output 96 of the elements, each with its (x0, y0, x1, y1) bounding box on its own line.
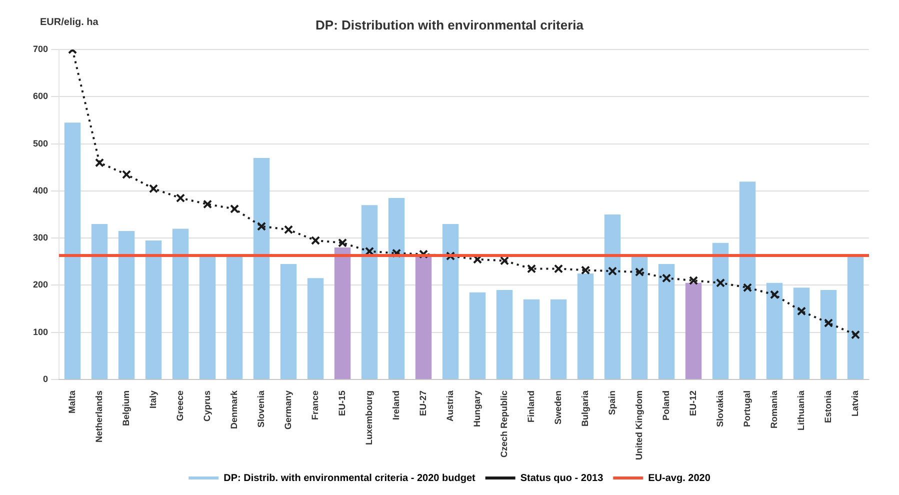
x-tick-label: Austria (444, 390, 455, 422)
point (446, 251, 456, 261)
point (122, 170, 132, 180)
x-tick-label: Italy (148, 390, 158, 409)
bar (793, 288, 810, 380)
bar (253, 158, 270, 380)
point (148, 184, 158, 194)
x-tick-label: EU-12 (688, 390, 698, 416)
point (770, 290, 780, 300)
x-tick-label: EU-27 (418, 390, 428, 416)
bar (577, 273, 594, 380)
x-tick-label: Spain (606, 390, 617, 416)
x-tick-label: Cyprus (202, 390, 212, 422)
x-tick-label: Ireland (390, 390, 401, 420)
point (716, 278, 726, 288)
bar (442, 224, 459, 380)
bar (280, 264, 297, 380)
point (688, 276, 698, 286)
x-tick-label: Malta (67, 390, 77, 414)
legend-label: Status quo - 2013 (520, 472, 604, 484)
point (554, 264, 564, 274)
legend-label: EU-avg. 2020 (648, 472, 711, 484)
x-tick-label: Luxembourg (364, 390, 374, 446)
x-tick-label: Slovakia (714, 390, 725, 428)
bar (766, 282, 783, 380)
x-tick-label: Sweden (552, 390, 563, 425)
point (608, 266, 618, 276)
x-tick-label: Hungary (472, 390, 482, 428)
x-tick-label: Slovenia (256, 390, 266, 428)
bar (847, 256, 864, 380)
chart-title: DP: Distribution with environmental criteria (316, 17, 584, 32)
x-tick-label: Belgium (121, 390, 131, 426)
bar (604, 214, 621, 380)
bar (361, 205, 378, 380)
x-tick-label: Czech Republic (498, 390, 509, 458)
bar (145, 240, 162, 380)
point (418, 250, 428, 259)
point (230, 204, 240, 214)
y-tick-label: 500 (32, 138, 48, 148)
bar (550, 299, 567, 380)
bar (685, 282, 702, 380)
bar (118, 231, 135, 380)
bar (820, 290, 837, 380)
x-tick-label: Portugal (742, 390, 752, 428)
point (310, 236, 320, 246)
bar (91, 224, 108, 380)
x-tick-label: Poland (660, 390, 671, 421)
point (500, 256, 510, 266)
x-tick-label: France (310, 390, 320, 420)
y-tick-label: 100 (32, 326, 48, 337)
x-tick-label: Netherlands (94, 390, 104, 443)
y-tick-label: 400 (32, 185, 48, 196)
bar (172, 228, 189, 380)
point (176, 194, 186, 203)
point (338, 238, 348, 248)
point (742, 283, 752, 292)
point (850, 330, 860, 340)
x-tick-label: Lithuania (796, 390, 806, 431)
bar (523, 299, 540, 380)
y-axis-title: EUR/elig. ha (40, 16, 99, 28)
point (256, 222, 266, 231)
bar (658, 264, 675, 380)
legend-label: DP: Distrib. with environmental criteria - 2020 budget (224, 472, 476, 484)
bar (469, 292, 486, 380)
x-tick-label: Romania (768, 390, 779, 429)
point (392, 248, 402, 258)
point (824, 318, 834, 328)
y-tick-label: 0 (43, 374, 48, 384)
bar (64, 122, 81, 380)
y-tick-label: 300 (32, 232, 48, 243)
x-tick-label: Bulgaria (580, 390, 590, 427)
x-tick-label: Germany (282, 390, 293, 430)
point (94, 158, 104, 168)
x-tick-label: Denmark (228, 390, 239, 430)
y-tick-label: 600 (32, 91, 48, 102)
x-tick-label: Greece (175, 390, 185, 422)
bar (739, 182, 756, 380)
x-tick-label: EU-15 (336, 390, 347, 416)
point (526, 264, 536, 274)
point (796, 306, 806, 316)
x-tick-label: Finland (526, 390, 536, 423)
point (634, 268, 644, 277)
y-tick-label: 700 (32, 44, 48, 54)
point (662, 274, 672, 283)
bar (496, 290, 513, 380)
x-tick-label: United Kingdom (634, 390, 644, 460)
x-tick-label: Latvia (850, 390, 860, 417)
bar (334, 248, 351, 380)
bar (388, 198, 405, 380)
point (284, 225, 294, 234)
x-tick-label: Estonia (822, 390, 833, 424)
point (580, 266, 590, 275)
y-tick-label: 200 (32, 280, 48, 290)
bar (307, 278, 324, 380)
bar (712, 242, 729, 380)
point (202, 200, 212, 209)
